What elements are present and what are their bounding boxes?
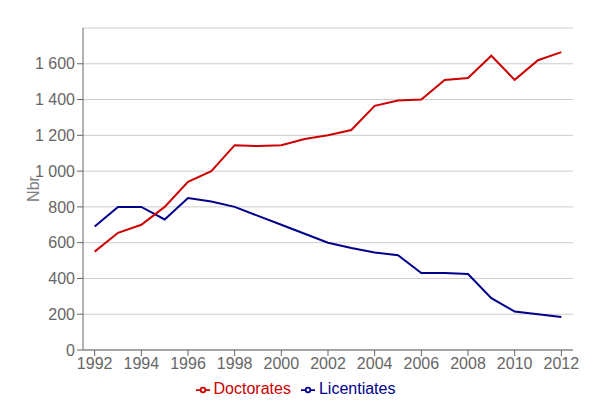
svg-text:1992: 1992 bbox=[77, 355, 113, 372]
html-text:Doctorates: Doctorates bbox=[213, 380, 291, 397]
svg-text:1998: 1998 bbox=[217, 355, 253, 372]
svg-text:1 600: 1 600 bbox=[35, 55, 75, 72]
html-text:Licentiates: Licentiates bbox=[318, 380, 396, 397]
svg-text:1994: 1994 bbox=[124, 355, 160, 372]
svg-text:400: 400 bbox=[48, 270, 75, 287]
svg-text:2002: 2002 bbox=[310, 355, 346, 372]
svg-text:2000: 2000 bbox=[264, 355, 300, 372]
svg-text:1 400: 1 400 bbox=[35, 91, 75, 108]
svg-text:800: 800 bbox=[48, 199, 75, 216]
svg-text:600: 600 bbox=[48, 234, 75, 251]
svg-text:2006: 2006 bbox=[404, 355, 440, 372]
svg-text:Nbr: Nbr bbox=[25, 175, 42, 201]
svg-text:0: 0 bbox=[66, 342, 75, 359]
svg-text:1 200: 1 200 bbox=[35, 127, 75, 144]
svg-text:2010: 2010 bbox=[497, 355, 533, 372]
svg-text:2004: 2004 bbox=[357, 355, 393, 372]
svg-text:1996: 1996 bbox=[170, 355, 206, 372]
svg-text:2008: 2008 bbox=[450, 355, 486, 372]
svg-text:200: 200 bbox=[48, 306, 75, 323]
svg-text:2012: 2012 bbox=[544, 355, 580, 372]
svg-text:1 000: 1 000 bbox=[35, 162, 75, 180]
